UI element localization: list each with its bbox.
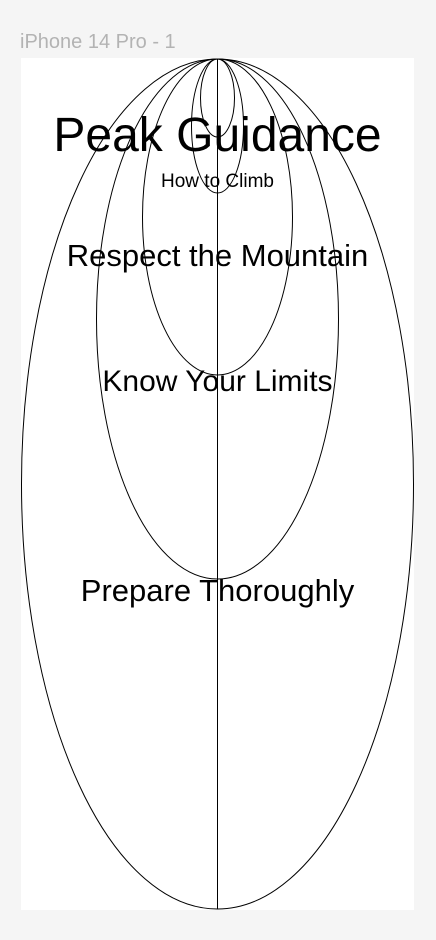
- page-subtitle: How to Climb: [161, 171, 274, 192]
- phone-frame: Peak Guidance How to Climb Respect the M…: [21, 58, 414, 910]
- frame-label[interactable]: iPhone 14 Pro - 1: [20, 31, 176, 53]
- principle-limits: Know Your Limits: [102, 365, 333, 398]
- page-title: Peak Guidance: [53, 109, 382, 162]
- mountain-contour-lines: [21, 58, 414, 910]
- principle-prepare: Prepare Thoroughly: [80, 573, 355, 608]
- principle-respect: Respect the Mountain: [66, 238, 369, 273]
